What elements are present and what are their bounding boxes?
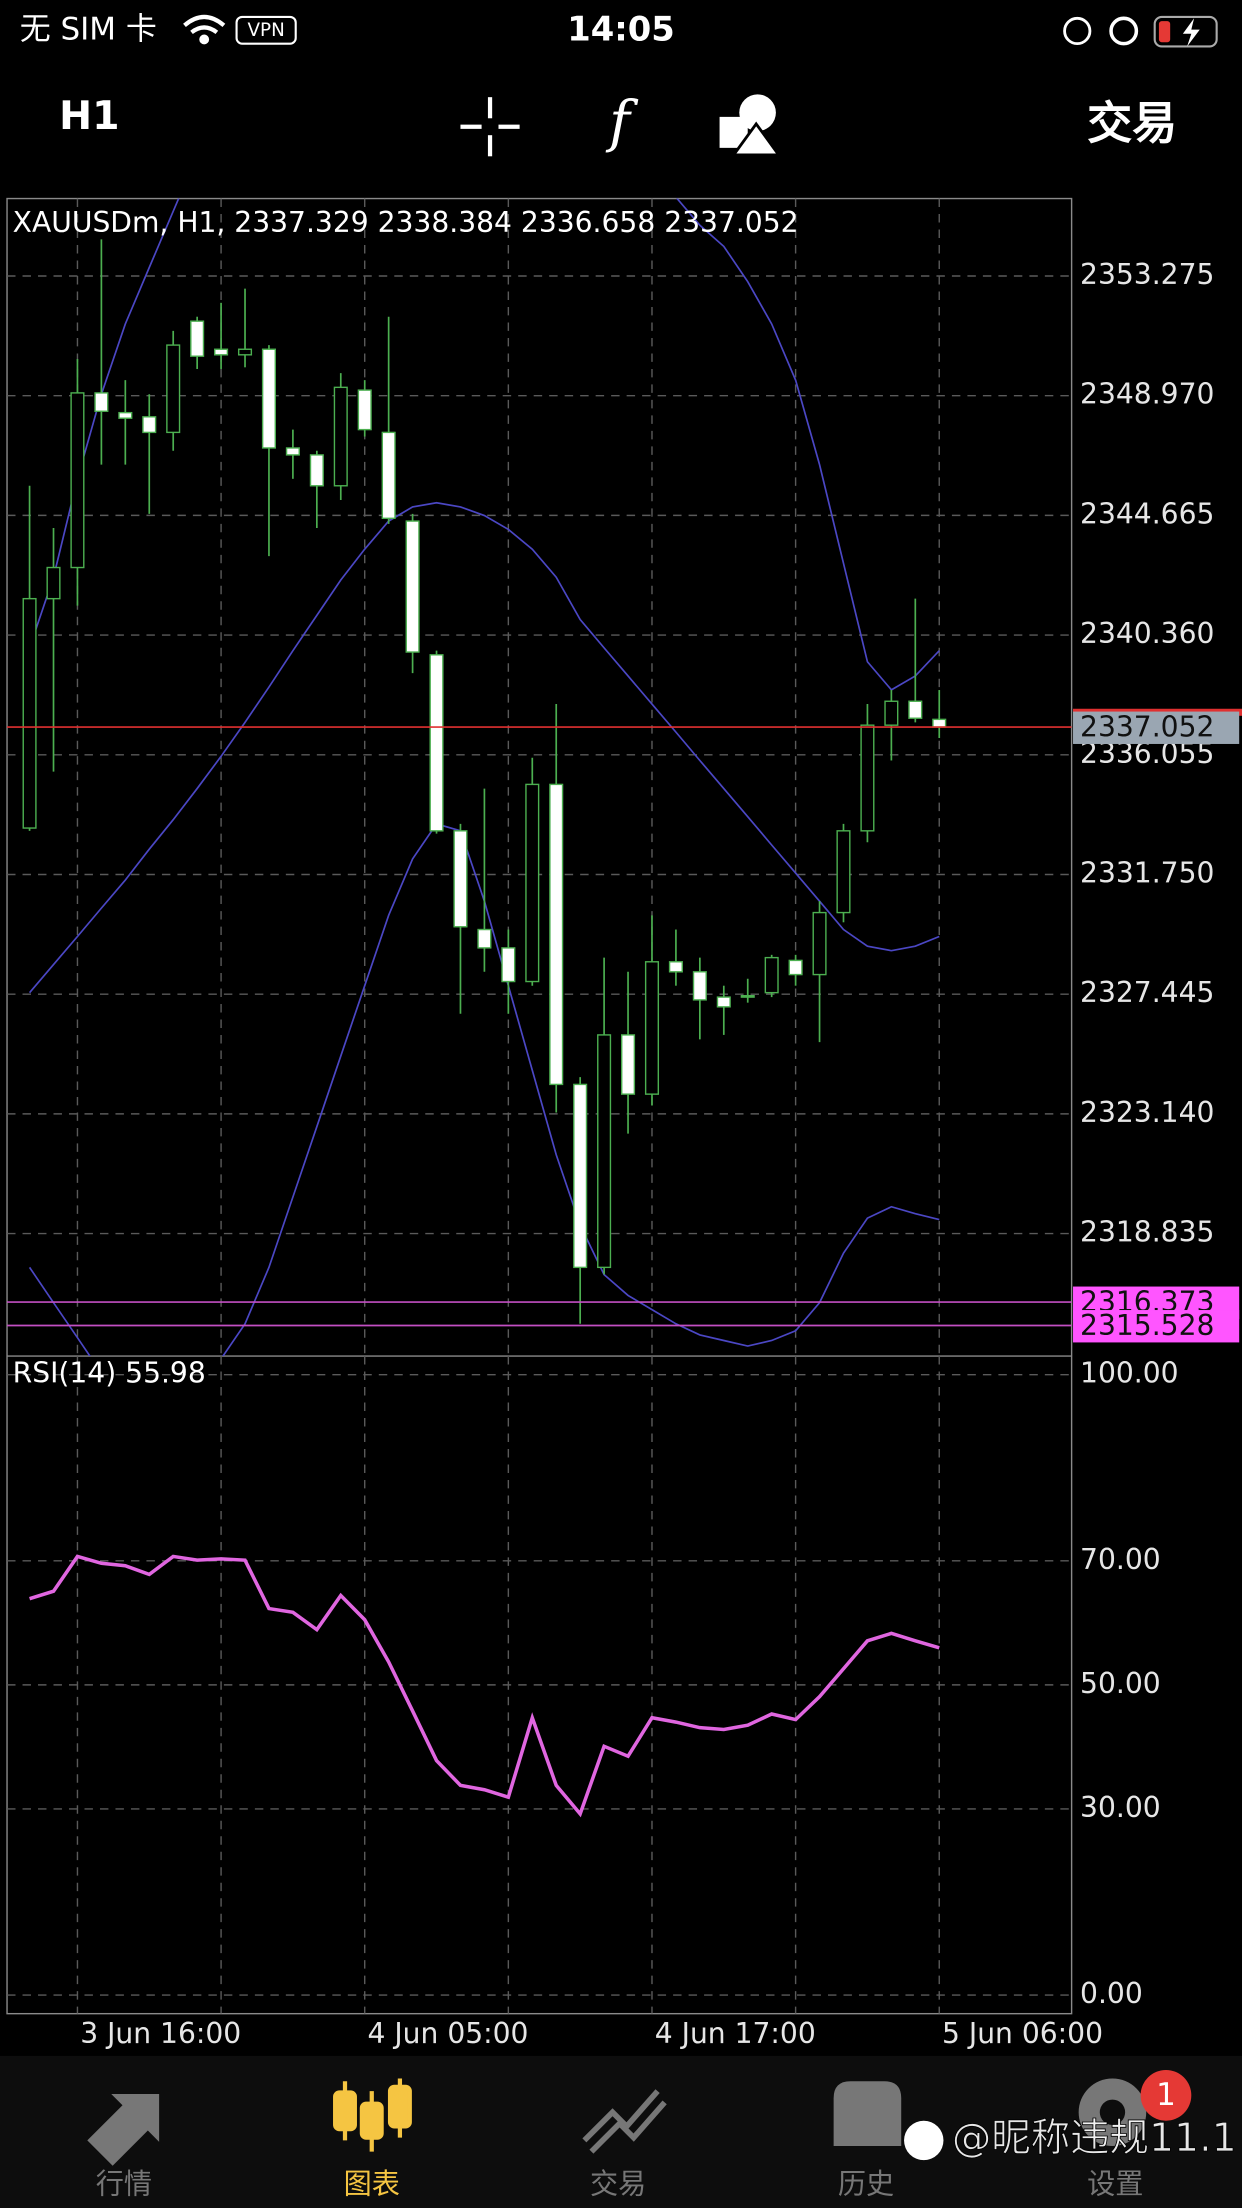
tab-label[interactable]: 设置 (1087, 2167, 1143, 2200)
rsi-panel (7, 1356, 1072, 2014)
y-tick-label: 2318.835 (1080, 1216, 1214, 1249)
candle-body (836, 830, 851, 914)
y-tick-label: 70.00 (1080, 1543, 1161, 1576)
x-tick-label: 5 Jun 06:00 (942, 2017, 1103, 2050)
candle-body (357, 389, 372, 431)
candle-body (166, 344, 181, 434)
trade-icon[interactable] (582, 2089, 667, 2154)
x-tick-label: 4 Jun 05:00 (368, 2017, 529, 2050)
candle-body (692, 971, 707, 1001)
history-icon[interactable] (833, 2081, 902, 2147)
objects-icon[interactable] (719, 94, 782, 157)
crosshair-icon[interactable] (460, 97, 520, 157)
vpn-badge (235, 15, 297, 45)
vpn: VPN (248, 20, 285, 41)
plot-frame (6, 197, 1073, 2015)
candle-body (716, 996, 731, 1008)
candle-body (908, 700, 923, 719)
badge (1140, 2070, 1192, 2121)
badge-count: 1 (1156, 2077, 1176, 2113)
candle-body (22, 597, 37, 829)
tab-label[interactable]: 行情 (96, 2167, 152, 2200)
y-tick-label: 2353.275 (1080, 258, 1214, 291)
rsi-line (29, 1554, 940, 1818)
candle-body (668, 961, 683, 973)
band-line (28, 501, 940, 994)
y-tick-label: 30.00 (1080, 1791, 1161, 1824)
candle-body (94, 392, 109, 412)
y-tick-label: 100.00 (1080, 1357, 1179, 1390)
candle-body (214, 348, 229, 356)
candle-body (142, 416, 157, 434)
wifi-icon (183, 14, 226, 45)
candle-body (381, 431, 396, 520)
tab-bar (0, 2055, 1242, 2208)
candle-body (190, 320, 205, 357)
y-tick-label: 2348.970 (1080, 378, 1214, 411)
candle-body (549, 783, 564, 1086)
candle-body (884, 700, 899, 726)
tab-label[interactable]: 图表 (344, 2167, 400, 2200)
watermark: @昵称违规11.1 (952, 2115, 1237, 2161)
candle-body (453, 830, 468, 928)
y-tick-label: 2344.665 (1080, 497, 1214, 530)
y-tick-label: 50.00 (1080, 1667, 1161, 1700)
quotes-icon[interactable] (87, 2093, 160, 2166)
candle-body (46, 566, 61, 600)
level-label: 2337.052 (1080, 710, 1214, 743)
watermark-icon (904, 2120, 944, 2161)
tab-label[interactable]: 历史 (838, 2167, 894, 2200)
y-tick-label: 2327.445 (1080, 976, 1214, 1009)
carrier: 无 SIM 卡 (20, 11, 157, 47)
trade-button[interactable]: 交易 (1087, 97, 1177, 150)
price-panel (7, 198, 1072, 1357)
level-label: 2315.528 (1080, 1309, 1214, 1342)
candle-body (597, 1034, 612, 1269)
candle-body (740, 995, 755, 998)
candle-body (501, 947, 516, 983)
candle-body (644, 961, 660, 1095)
band-line (28, 198, 940, 691)
y-tick-label: 2323.140 (1080, 1096, 1214, 1129)
candle-body (573, 1083, 588, 1269)
axes: 3 Jun 16:00 4 Jun 05:00 4 Jun 17:00 5 Jun 0… (80, 258, 1242, 2050)
candle-body (429, 654, 444, 832)
candle-body (261, 348, 276, 449)
candle-body (525, 783, 540, 983)
candle-body (932, 718, 947, 728)
candle-body (309, 454, 324, 487)
candle-body (621, 1034, 636, 1095)
chart-title: XAUUSDm, H1, 2337.329 2338.384 2336.658 … (13, 206, 799, 239)
x-tick-label: 4 Jun 17:00 (655, 2017, 816, 2050)
timeframe[interactable]: H1 (59, 93, 119, 139)
tab-label[interactable]: 交易 (590, 2167, 646, 2200)
candle-body (812, 911, 827, 976)
candle-body (285, 447, 300, 456)
level-label-box (1073, 711, 1240, 744)
candle-body (333, 386, 348, 487)
candle-body (237, 348, 253, 356)
candle-body (764, 956, 779, 994)
candle-body (118, 411, 133, 419)
candle-body (477, 928, 492, 949)
x-tick-label: 3 Jun 16:00 (80, 2017, 241, 2050)
clock: 14:05 (567, 9, 675, 48)
candle-body (405, 520, 420, 653)
y-tick-label: 2340.360 (1080, 617, 1214, 650)
candle-body (70, 392, 85, 569)
rsi-title: RSI(14) 55.98 (13, 1356, 206, 1389)
status-icons (1063, 15, 1218, 48)
y-tick-label: 0.00 (1080, 1977, 1143, 2010)
candle-body (788, 959, 803, 976)
settings-icon[interactable] (1078, 2078, 1147, 2147)
level-label-box (1073, 1310, 1240, 1343)
candle-body (860, 724, 875, 832)
y-tick-label: 2331.750 (1080, 856, 1214, 889)
chart-icon[interactable] (333, 2078, 412, 2152)
